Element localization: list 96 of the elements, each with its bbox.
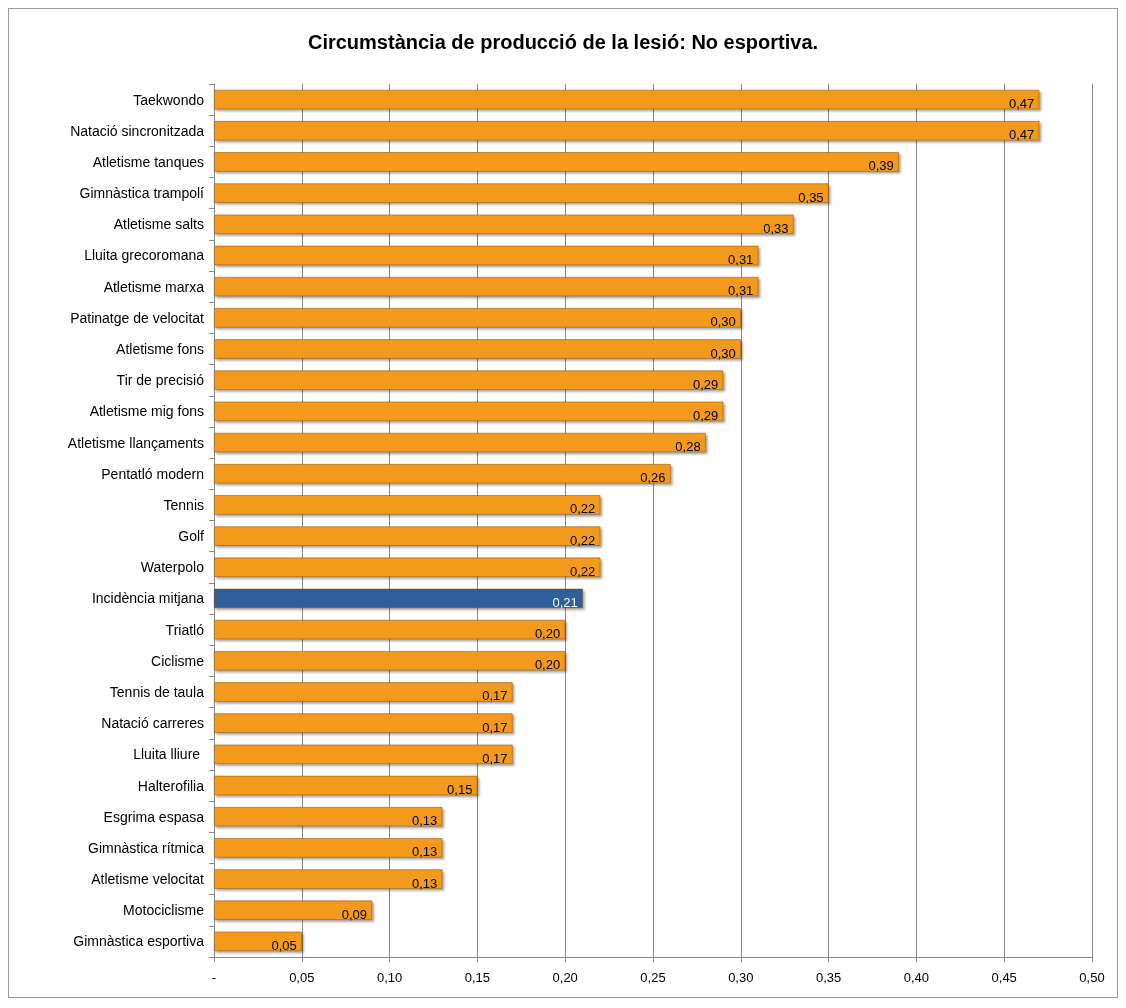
bar [214, 401, 724, 422]
x-tick-label: 0,10 [376, 970, 403, 985]
y-tick-label: Gimnàstica esportiva [73, 933, 205, 950]
y-tick-label: Ciclisme [151, 652, 205, 669]
data-label: 0,47 [1009, 96, 1035, 112]
bar [214, 775, 478, 796]
y-tick-label: Atletisme tanques [92, 153, 204, 170]
y-tick-label: Tennis de taula [109, 683, 205, 700]
data-label: 0,22 [570, 532, 596, 548]
data-label: 0,17 [482, 688, 508, 704]
y-tick-label: Atletisme llançaments [67, 434, 204, 451]
data-label: 0,22 [570, 501, 596, 517]
y-tick-label: Atletisme marxa [103, 278, 205, 295]
y-tick-label: Atletisme velocitat [91, 871, 205, 888]
y-tick-label: Gimnàstica rítmica [88, 839, 205, 856]
data-label: 0,13 [411, 844, 438, 860]
data-label: 0,17 [482, 719, 508, 735]
bar [214, 245, 759, 266]
x-tick-label: 0,30 [728, 970, 754, 985]
data-label: 0,35 [798, 189, 824, 205]
y-tick-label: Atletisme salts [113, 216, 204, 233]
x-tick-label: 0,40 [903, 970, 930, 985]
x-tick-label: 0,35 [815, 970, 842, 985]
chart-title: Circumstància de producció de la lesió: No esportiva. [307, 31, 819, 53]
x-tick-label: 0,25 [640, 970, 666, 985]
bar [214, 370, 724, 390]
bar [214, 619, 566, 640]
data-label: 0,21 [552, 594, 578, 610]
y-tick-label: Esgrima espasa [103, 808, 205, 825]
bar [214, 89, 1040, 110]
data-label: 0,29 [692, 376, 719, 392]
data-label: 0,28 [675, 439, 701, 455]
y-tick-label: Natació sincronitzada [70, 122, 205, 139]
y-tick-label: Lluita grecoromana [84, 247, 205, 264]
y-tick-label: Atletisme mig fons [89, 403, 204, 420]
data-label: 0,22 [570, 563, 596, 579]
x-tick-label: 0,45 [991, 970, 1017, 985]
bar [214, 869, 443, 889]
y-tick-label: Halterofilia [137, 777, 205, 794]
y-tick-label: Triatló [165, 621, 205, 638]
bar [214, 807, 443, 827]
y-tick-label: Patinatge de velocitat [70, 309, 205, 326]
x-tick-label: 0,20 [552, 970, 578, 985]
data-label: 0,33 [763, 220, 789, 236]
y-tick-label: Atletisme fons [116, 341, 204, 358]
data-label: 0,29 [692, 407, 719, 423]
bar [214, 744, 513, 764]
y-tick-label: Natació carreres [101, 715, 204, 732]
bar [214, 183, 829, 203]
y-tick-label: Taekwondo [133, 91, 205, 108]
bar [214, 900, 373, 920]
bar [214, 152, 899, 172]
data-label: 0,13 [411, 875, 438, 891]
x-tick-label: 0,50 [1079, 970, 1105, 985]
data-label: 0,13 [411, 813, 438, 829]
bar [214, 339, 741, 359]
bar [214, 308, 741, 328]
bar [214, 214, 794, 234]
y-tick-label: Lluita lliure [133, 746, 204, 763]
data-label: 0,30 [710, 314, 736, 330]
y-tick-label: Tennis [163, 496, 204, 513]
y-tick-label: Incidència mitjana [91, 590, 205, 607]
bar [214, 121, 1040, 141]
data-label: 0,17 [482, 750, 508, 766]
y-tick-label: Gimnàstica trampolí [79, 185, 205, 202]
y-tick-label: Waterpolo [140, 559, 205, 576]
bar [214, 526, 601, 546]
data-label: 0,26 [640, 470, 666, 486]
data-label: 0,31 [728, 283, 754, 299]
x-tick-label: - [211, 970, 217, 985]
data-label: 0,05 [271, 937, 297, 953]
data-label: 0,20 [534, 657, 561, 673]
x-tick-label: 0,05 [289, 970, 315, 985]
bar [214, 588, 583, 609]
bar [214, 495, 601, 515]
bar [214, 682, 513, 702]
data-label: 0,47 [1009, 127, 1035, 143]
data-label: 0,30 [710, 345, 736, 361]
data-label: 0,15 [447, 782, 473, 798]
data-label: 0,39 [868, 158, 894, 174]
bar [214, 464, 671, 484]
y-tick-label: Golf [178, 528, 205, 545]
bar [214, 838, 443, 858]
bar [214, 651, 566, 671]
bar [214, 432, 706, 453]
data-label: 0,20 [534, 626, 561, 642]
bar [214, 713, 513, 733]
y-tick-label: Pentatló modern [101, 465, 204, 482]
bar [214, 931, 302, 952]
bar [214, 277, 759, 297]
y-tick-label: Motociclisme [123, 902, 205, 919]
x-tick-label: 0,15 [464, 970, 491, 985]
data-label: 0,09 [341, 906, 368, 922]
bar [214, 557, 601, 577]
y-tick-label: Tir de precisió [116, 372, 205, 389]
data-label: 0,31 [728, 251, 754, 267]
